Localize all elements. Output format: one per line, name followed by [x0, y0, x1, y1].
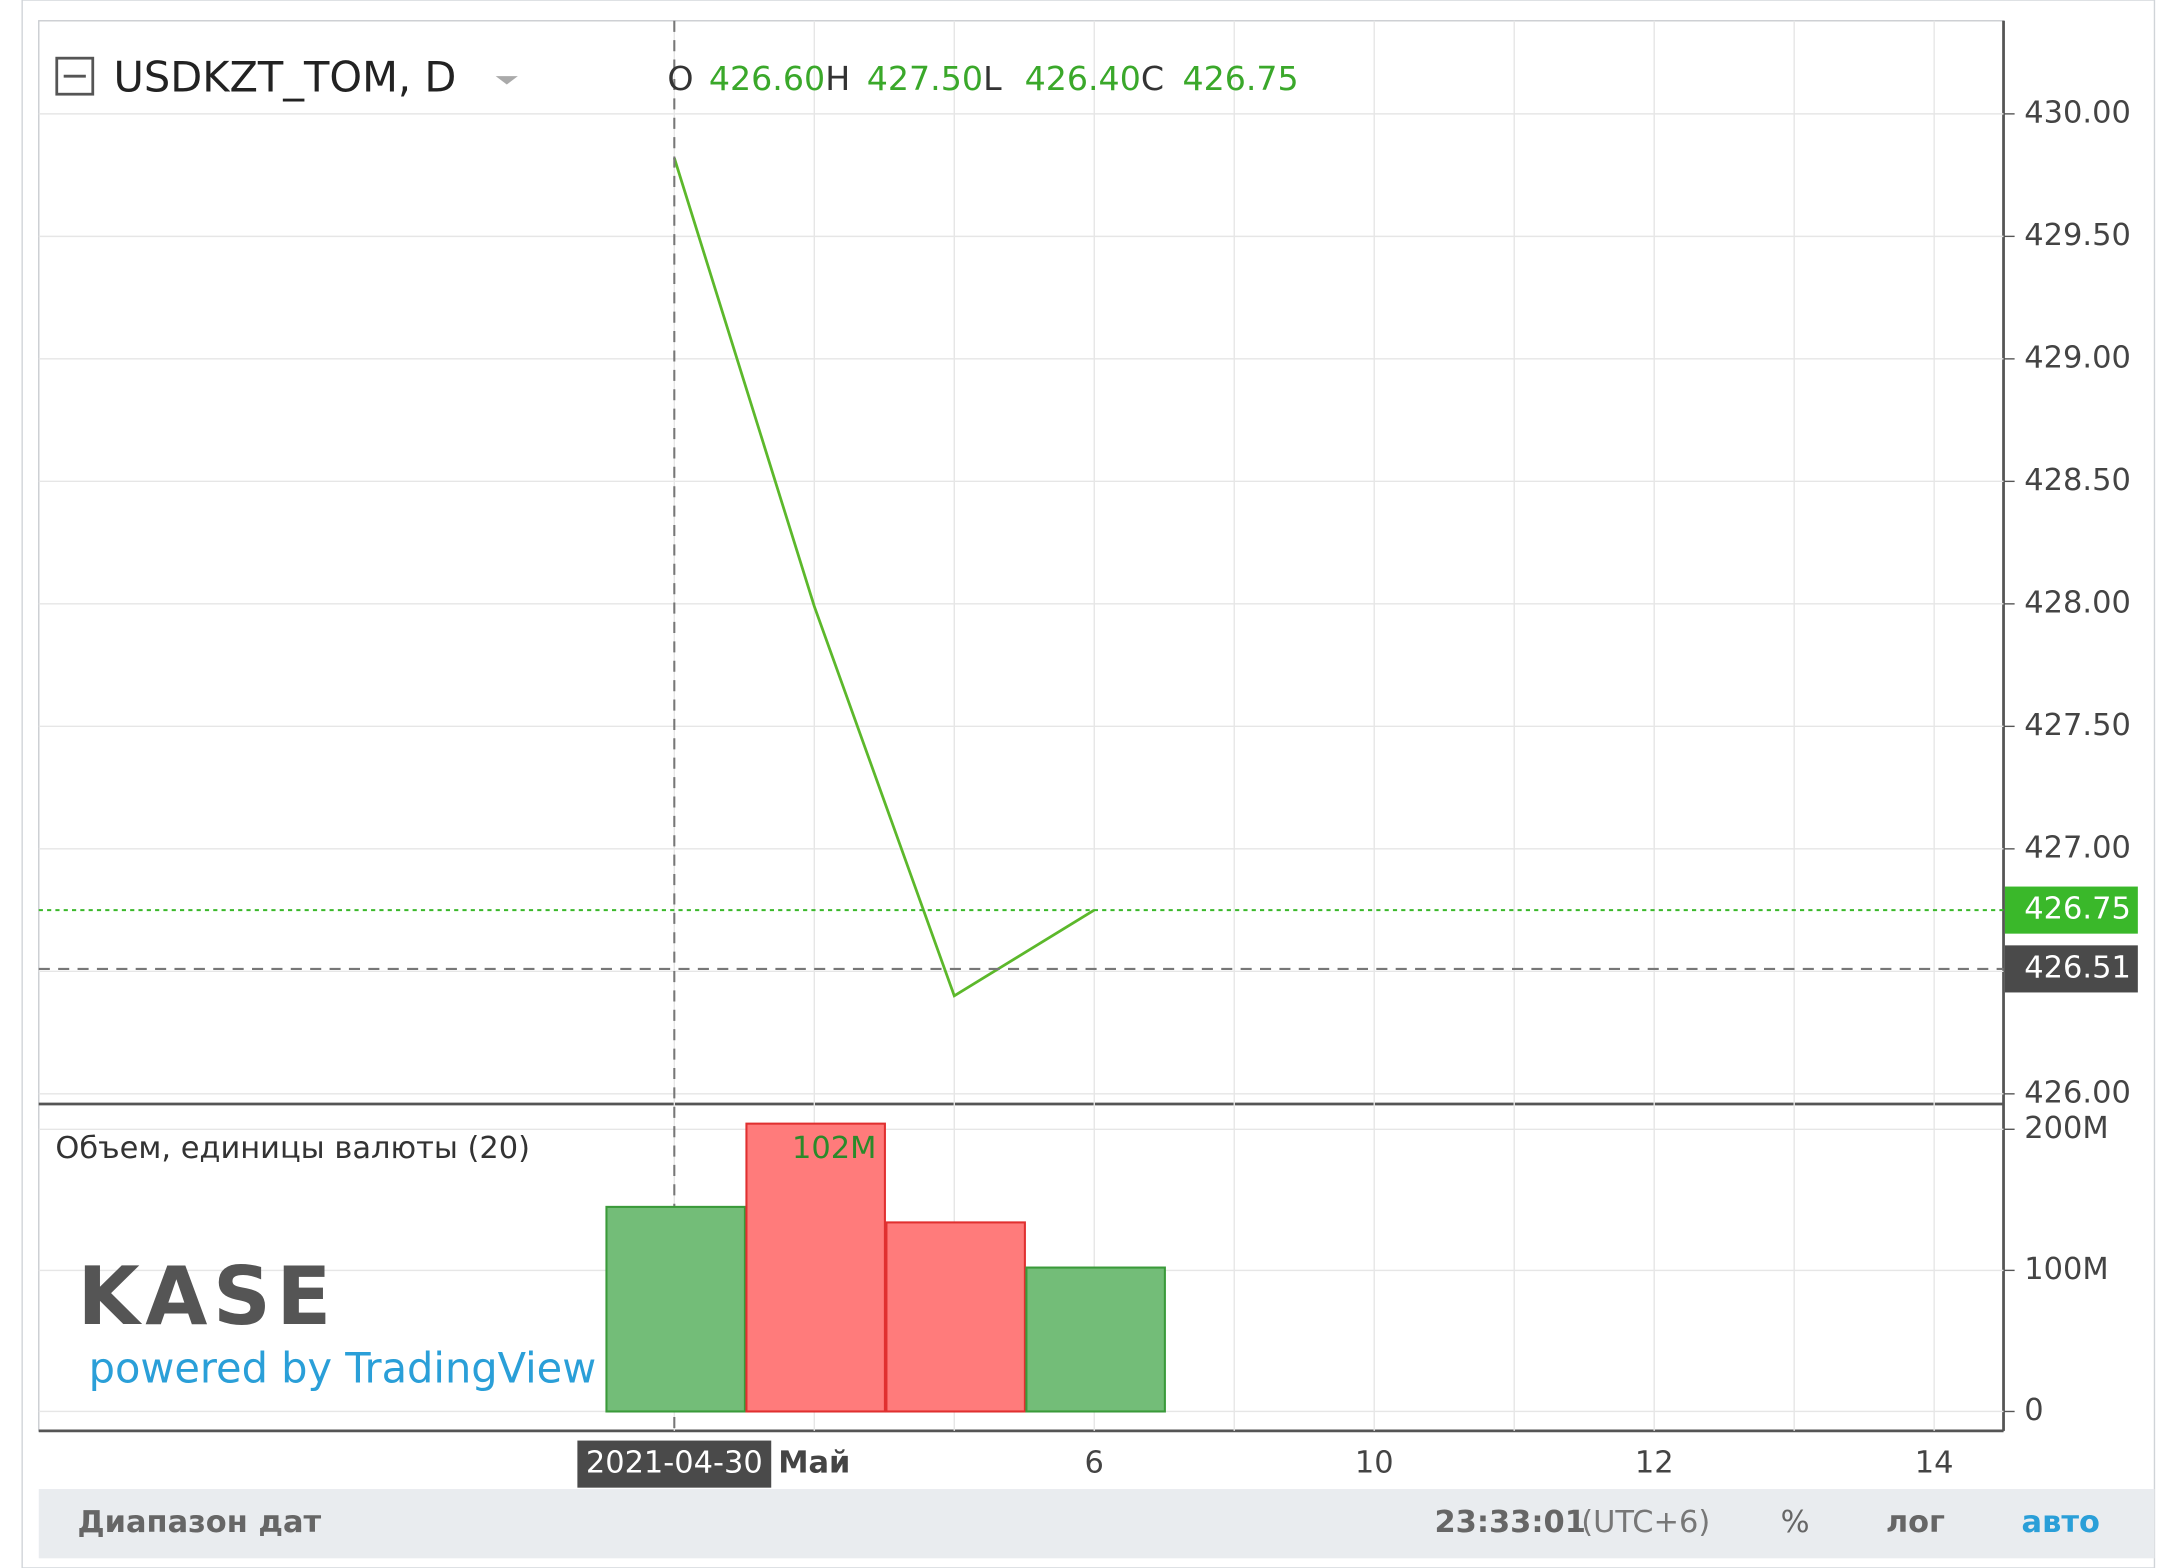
x-tick-label: 14 — [1915, 1446, 1954, 1481]
volume-value: 102M — [792, 1131, 876, 1166]
ohlc-key: H — [825, 59, 850, 98]
ohlc-key: O — [667, 59, 693, 98]
collapse-icon[interactable] — [55, 56, 95, 96]
symbol: USDKZT_TOM, D — [114, 52, 457, 101]
x-tick-label: 10 — [1355, 1446, 1394, 1481]
volume-bar — [1025, 1266, 1166, 1413]
timezone[interactable]: (UTC+6) — [1581, 1505, 1710, 1540]
dropdown[interactable] — [495, 76, 518, 85]
frame — [21, 0, 2156, 1568]
y-tick-label: 429.00 — [2024, 340, 2131, 375]
volume-bar — [745, 1122, 886, 1413]
volume-bar — [885, 1221, 1026, 1413]
y-tick-label: 200M — [2024, 1111, 2108, 1146]
x-tick-label: 2021-04-30 — [586, 1446, 763, 1481]
ohlc-value: 426.75 — [1182, 59, 1298, 98]
ohlc-value: 426.60 — [709, 59, 825, 98]
log-toggle[interactable]: лог — [1886, 1505, 1945, 1540]
powered-by: powered by TradingView — [89, 1343, 597, 1392]
y-tick-label: 427.00 — [2024, 830, 2131, 865]
price-line — [672, 157, 1095, 998]
auto-toggle[interactable]: авто — [2022, 1505, 2100, 1540]
y-tick-label: 100M — [2024, 1252, 2108, 1287]
y-tick-label: 426.00 — [2024, 1075, 2131, 1110]
crosshair-label: 426.51 — [2024, 950, 2131, 985]
date-range[interactable]: Диапазон дат — [78, 1505, 322, 1540]
ohlc-value: 426.40 — [1025, 59, 1141, 98]
crosshair-badge — [2004, 945, 2138, 993]
volume-bar — [605, 1205, 746, 1413]
percent-toggle[interactable]: % — [1781, 1505, 1810, 1540]
toolbar — [38, 1489, 2155, 1559]
x-tick-label: Май — [778, 1446, 850, 1481]
last-price-label: 426.75 — [2024, 892, 2131, 927]
clock: 23:33:01 — [1434, 1505, 1585, 1540]
ohlc-key: C — [1141, 59, 1164, 98]
logo: KASE — [78, 1249, 337, 1343]
x-tick-label: 6 — [1085, 1446, 1104, 1481]
y-tick-label: 0 — [2024, 1393, 2043, 1428]
x-tick-label: 12 — [1635, 1446, 1674, 1481]
y-tick-label: 429.50 — [2024, 218, 2131, 253]
crosshair-date-badge — [577, 1440, 772, 1488]
last-price-badge — [2004, 886, 2138, 934]
ohlc-key: L — [983, 59, 1002, 98]
y-tick-label: 427.50 — [2024, 708, 2131, 743]
y-tick-label: 428.50 — [2024, 463, 2131, 498]
volume-legend: Объем, единицы валюты (20) — [55, 1131, 530, 1166]
y-tick-label: 428.00 — [2024, 585, 2131, 620]
ohlc-value: 427.50 — [867, 59, 983, 98]
y-tick-label: 430.00 — [2024, 95, 2131, 130]
